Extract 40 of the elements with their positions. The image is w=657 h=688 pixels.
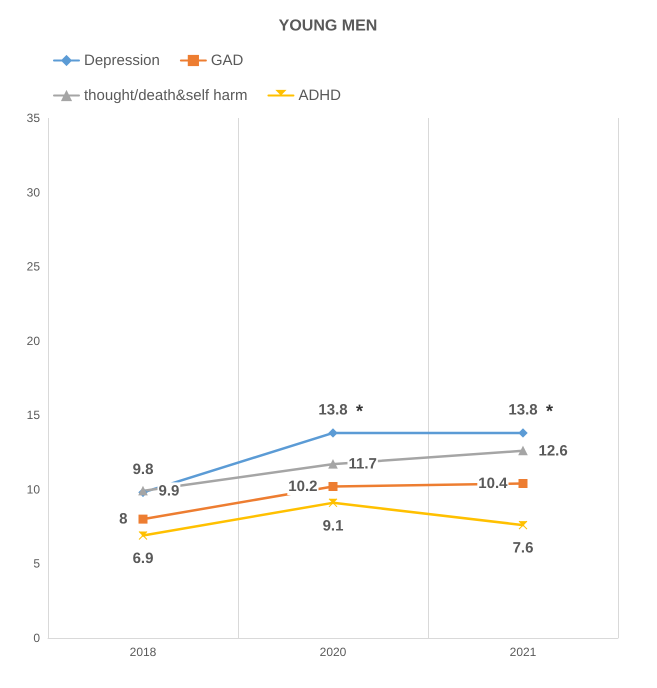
data-label: 9.9 bbox=[158, 482, 180, 500]
data-label: 10.4 bbox=[478, 474, 508, 492]
legend-label: Depression bbox=[84, 52, 160, 69]
y-tick-label: 30 bbox=[26, 185, 40, 200]
y-tick-label: 20 bbox=[26, 334, 40, 348]
data-label: 9.1 bbox=[322, 517, 344, 534]
y-tick-label: 5 bbox=[33, 556, 40, 571]
point bbox=[518, 428, 528, 438]
y-tick-label: 15 bbox=[26, 408, 40, 422]
annotation: * bbox=[546, 400, 554, 421]
data-label: 7.6 bbox=[512, 540, 534, 557]
legend-label: GAD bbox=[210, 52, 244, 69]
point bbox=[328, 428, 338, 438]
data-label: 13.8 bbox=[318, 401, 348, 418]
data-label: 12.6 bbox=[538, 442, 568, 460]
y-tick-label: 0 bbox=[33, 631, 40, 645]
point bbox=[518, 446, 528, 456]
point bbox=[138, 514, 148, 524]
data-label: 8 bbox=[119, 510, 128, 528]
annotation: * bbox=[356, 400, 364, 421]
data-label: 9.8 bbox=[132, 460, 154, 478]
point bbox=[518, 520, 528, 530]
y-tick-label: 35 bbox=[26, 111, 40, 125]
data-label: 10.2 bbox=[288, 478, 318, 495]
point bbox=[328, 460, 338, 469]
point bbox=[328, 498, 338, 508]
legend-label: ADHD bbox=[298, 87, 342, 104]
point bbox=[138, 530, 148, 540]
x-tick-label: 2020 bbox=[320, 645, 347, 659]
x-tick-label: 2021 bbox=[510, 645, 537, 659]
y-tick-label: 10 bbox=[26, 482, 40, 496]
x-tick-label: 2018 bbox=[130, 645, 157, 659]
legend-label: thought/death&self harm bbox=[84, 87, 248, 104]
data-label: 11.7 bbox=[348, 456, 377, 473]
point bbox=[518, 478, 528, 488]
data-label: 13.8 bbox=[508, 401, 538, 418]
y-tick-label: 25 bbox=[26, 260, 40, 274]
point bbox=[328, 482, 338, 491]
data-label: 6.9 bbox=[132, 550, 154, 567]
chart-title: YOUNG MEN bbox=[278, 18, 378, 34]
